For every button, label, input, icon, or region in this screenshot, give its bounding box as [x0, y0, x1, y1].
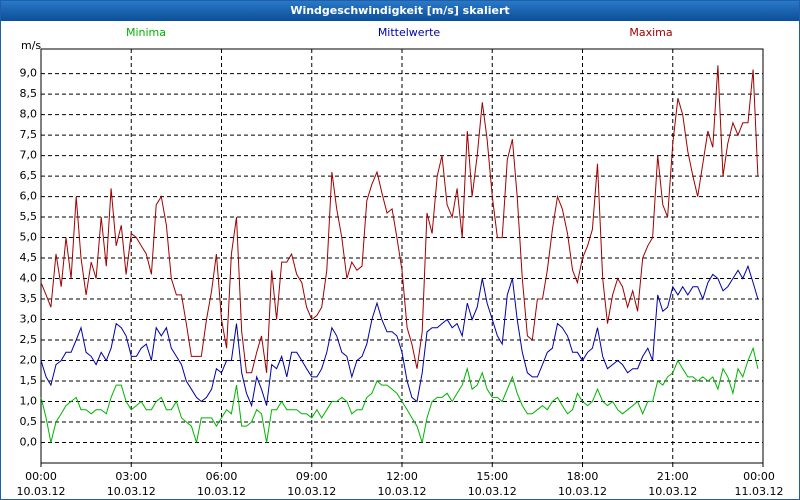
x-tick-label: 21:00 — [657, 470, 689, 483]
x-tick-label: 06:00 — [206, 470, 238, 483]
x-tick-date: 10.03.12 — [17, 485, 66, 498]
y-tick-label: 8,0 — [20, 108, 38, 121]
y-tick-label: 1,5 — [20, 374, 38, 387]
x-tick-label: 03:00 — [115, 470, 147, 483]
data-line — [40, 264, 759, 408]
x-tick-date: 10.03.12 — [197, 485, 246, 498]
x-tick-label: 00:00 — [743, 470, 775, 483]
x-tick-date: 10.03.12 — [468, 485, 517, 498]
data-line — [40, 346, 759, 443]
y-tick-label: 6,0 — [20, 190, 38, 203]
y-tick-label: 9,0 — [20, 67, 38, 80]
x-tick-date: 10.03.12 — [648, 485, 697, 498]
x-tick-date: 10.03.12 — [558, 485, 607, 498]
legend-label: Mittelwerte — [378, 26, 441, 39]
y-tick-label: 7,0 — [20, 149, 38, 162]
y-tick-label: 8,5 — [20, 87, 38, 100]
window-title: Windgeschwindigkeit [m/s] skaliert — [1, 1, 799, 21]
y-tick-label: 1,0 — [20, 395, 38, 408]
y-tick-label: 2,0 — [20, 354, 38, 367]
y-tick-label: 0,0 — [20, 436, 38, 449]
y-tick-label: 4,0 — [20, 272, 38, 285]
y-tick-label: 3,5 — [20, 292, 38, 305]
x-tick-label: 09:00 — [296, 470, 328, 483]
y-tick-label: 7,5 — [20, 128, 38, 141]
y-tick-label: 4,5 — [20, 251, 38, 264]
x-tick-label: 12:00 — [386, 470, 418, 483]
x-tick-date: 10.03.12 — [287, 485, 336, 498]
x-tick-date: 11.03.12 — [735, 485, 784, 498]
y-axis-label: m/s — [21, 39, 41, 52]
x-tick-date: 10.03.12 — [107, 485, 156, 498]
y-tick-label: 5,5 — [20, 210, 38, 223]
x-tick-label: 00:00 — [25, 470, 57, 483]
y-tick-label: 3,0 — [20, 313, 38, 326]
chart: m/s 0,0 0,5 1,0 1,5 2,0 2,5 3,0 3,5 4,0 4,5 5,0 5,5… — [17, 26, 784, 498]
x-tick-label: 18:00 — [567, 470, 599, 483]
y-tick-label: 6,5 — [20, 169, 38, 182]
x-tick-label: 15:00 — [476, 470, 508, 483]
legend-label: Maxima — [629, 26, 672, 39]
legend-label: Minima — [126, 26, 166, 39]
y-tick-label: 5,0 — [20, 231, 38, 244]
y-tick-label: 2,5 — [20, 333, 38, 346]
data-line — [40, 65, 759, 374]
y-tick-label: 0,5 — [20, 415, 38, 428]
x-tick-date: 10.03.12 — [378, 485, 427, 498]
